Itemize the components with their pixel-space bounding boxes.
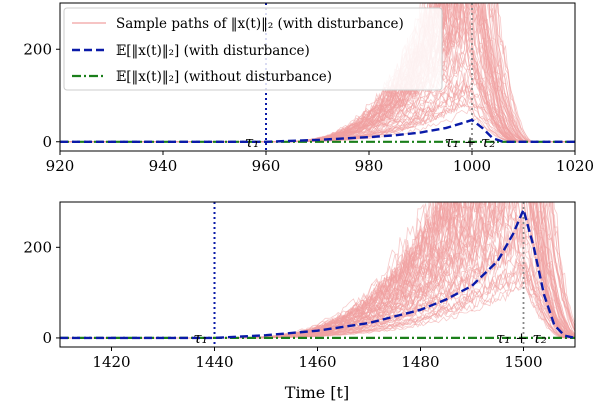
- x-tick-label: 960: [252, 157, 281, 175]
- sample-path-line: [60, 202, 575, 339]
- x-tick-label: 1420: [92, 353, 130, 371]
- top-x-ticks: 920 940 960 980 1000 1020: [46, 151, 594, 175]
- x-tick-label: 980: [355, 157, 384, 175]
- top-y-ticks: 0 200: [23, 40, 60, 151]
- sample-path-line: [60, 202, 575, 339]
- y-tick-label: 0: [42, 329, 52, 347]
- y-tick-label: 200: [23, 40, 52, 58]
- top-tau1-label: τ₁: [245, 133, 259, 151]
- x-tick-label: 940: [149, 157, 178, 175]
- legend: Sample paths of ‖x(t)‖₂ (with disturbanc…: [63, 7, 443, 91]
- bottom-y-ticks: 0 200: [23, 238, 60, 347]
- bottom-tau1-plus-tau2-label: τ₁ + τ₂: [496, 329, 547, 347]
- sample-path-line: [60, 202, 575, 339]
- bottom-mean-with-disturbance-line: [60, 206, 575, 340]
- top-mean-with-disturbance-line: [60, 118, 575, 143]
- legend-mean-with-disturbance-label: 𝔼[‖x(t)‖₂] (with disturbance): [116, 43, 310, 59]
- bottom-tau1-label: τ₁: [193, 329, 207, 347]
- y-tick-label: 0: [42, 133, 52, 151]
- sample-path-line: [60, 202, 575, 339]
- sample-path-line: [60, 230, 575, 339]
- legend-mean-without-disturbance-label: 𝔼[‖x(t)‖₂] (without disturbance): [116, 69, 332, 85]
- sample-path-line: [60, 202, 575, 339]
- bottom-plot-area: [60, 202, 575, 347]
- sample-path-line: [60, 202, 575, 339]
- x-tick-label: 1440: [195, 353, 233, 371]
- x-tick-label: 920: [46, 157, 75, 175]
- sample-path-line: [60, 202, 575, 339]
- top-axes-frame: [59, 2, 576, 152]
- top-panel: 920 940 960 980 1000 1020 0 200 τ₁ τ₁ + τ₂ Sam…: [23, 2, 594, 175]
- legend-box: [63, 7, 443, 91]
- x-tick-label: 1460: [298, 353, 336, 371]
- top-plot-area: [60, 3, 575, 151]
- bottom-x-ticks: 1420 1440 1460 1480 1500: [92, 347, 543, 371]
- x-tick-label: 1000: [453, 157, 491, 175]
- top-tau1-plus-tau2-label: τ₁ + τ₂: [445, 133, 496, 151]
- sample-path-line: [60, 228, 575, 339]
- bottom-panel: 1420 1440 1460 1480 1500 0 200 τ₁ τ₁ + τ₂ Tim…: [23, 201, 576, 402]
- x-axis-label: Time [t]: [285, 383, 349, 402]
- y-tick-label: 200: [23, 238, 52, 256]
- x-tick-label: 1480: [401, 353, 439, 371]
- legend-sample-paths-label: Sample paths of ‖x(t)‖₂ (with disturbanc…: [116, 16, 404, 32]
- x-tick-label: 1020: [556, 157, 594, 175]
- x-tick-label: 1500: [504, 353, 542, 371]
